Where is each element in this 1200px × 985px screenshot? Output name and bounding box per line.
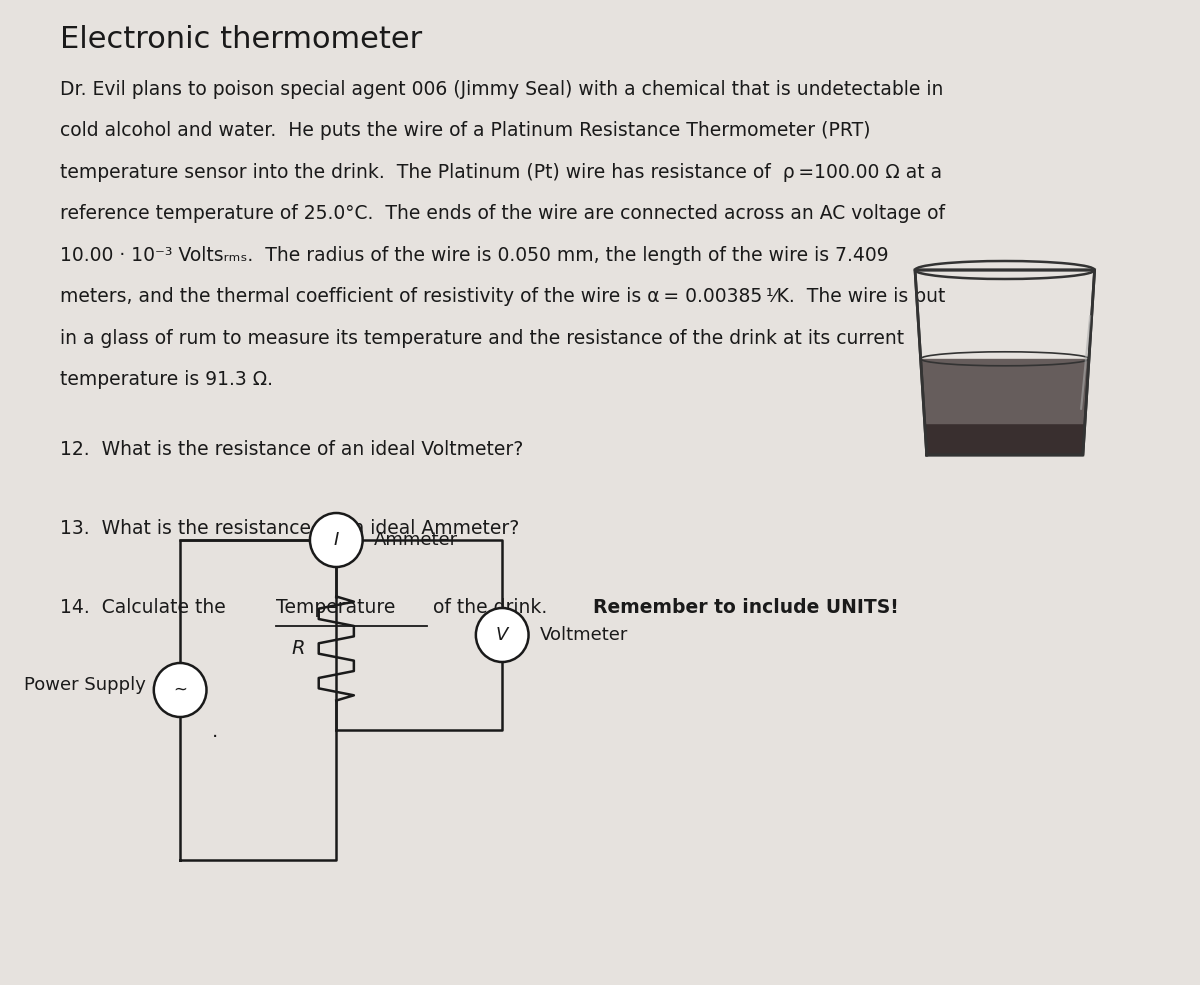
Text: Electronic thermometer: Electronic thermometer <box>60 25 422 54</box>
Text: Voltmeter: Voltmeter <box>540 626 629 644</box>
Text: temperature is 91.3 Ω.: temperature is 91.3 Ω. <box>60 370 274 389</box>
Polygon shape <box>925 425 1085 455</box>
Text: Dr. Evil plans to poison special agent 006 (Jimmy Seal) with a chemical that is : Dr. Evil plans to poison special agent 0… <box>60 80 943 99</box>
Text: 14.  Calculate the: 14. Calculate the <box>60 598 232 617</box>
Text: 12.  What is the resistance of an ideal Voltmeter?: 12. What is the resistance of an ideal V… <box>60 440 523 459</box>
Ellipse shape <box>154 663 206 717</box>
Polygon shape <box>920 359 1088 455</box>
Text: V: V <box>496 626 509 644</box>
Text: Ammeter: Ammeter <box>374 531 458 549</box>
Text: in a glass of rum to measure its temperature and the resistance of the drink at : in a glass of rum to measure its tempera… <box>60 329 905 348</box>
Text: cold alcohol and water.  He puts the wire of a Platinum Resistance Thermometer (: cold alcohol and water. He puts the wire… <box>60 121 871 141</box>
Text: temperature sensor into the drink.  The Platinum (Pt) wire has resistance of  ρ : temperature sensor into the drink. The P… <box>60 163 942 182</box>
Text: .: . <box>211 722 217 741</box>
Text: ~: ~ <box>173 681 187 699</box>
Text: reference temperature of 25.0°C.  The ends of the wire are connected across an A: reference temperature of 25.0°C. The end… <box>60 205 946 224</box>
Ellipse shape <box>476 608 528 662</box>
Text: Power Supply: Power Supply <box>24 676 146 694</box>
Text: Remember to include UNITS!: Remember to include UNITS! <box>593 598 899 617</box>
Ellipse shape <box>310 513 362 567</box>
Text: R: R <box>292 639 305 658</box>
Text: I: I <box>334 531 338 549</box>
Text: Temperature: Temperature <box>276 598 396 617</box>
Text: meters, and the thermal coefficient of resistivity of the wire is α = 0.00385 ¹⁄: meters, and the thermal coefficient of r… <box>60 288 946 306</box>
Text: 13.  What is the resistance of an ideal Ammeter?: 13. What is the resistance of an ideal A… <box>60 519 520 538</box>
Text: 10.00 · 10⁻³ Voltsᵣₘₛ.  The radius of the wire is 0.050 mm, the length of the wi: 10.00 · 10⁻³ Voltsᵣₘₛ. The radius of the… <box>60 246 889 265</box>
Text: of the drink.: of the drink. <box>427 598 559 617</box>
